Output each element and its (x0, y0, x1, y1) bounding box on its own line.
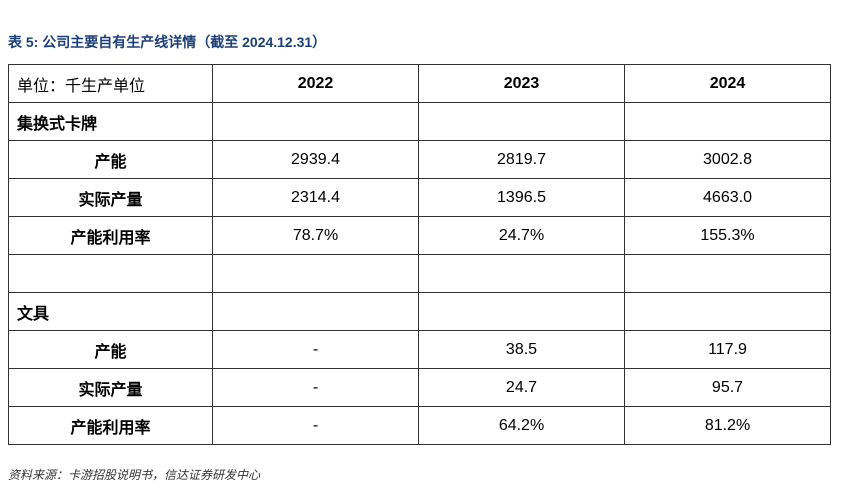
table-cell: 81.2% (624, 406, 831, 445)
table-cell: 2939.4 (212, 140, 419, 179)
capacity-table: 单位：千生产单位 2022 2023 2024 集换式卡牌 产能 2939.4 281… (8, 64, 831, 445)
header-year-2024: 2024 (624, 64, 831, 103)
table-cell: 24.7% (418, 216, 625, 255)
header-year-2023: 2023 (418, 64, 625, 103)
row-label: 产能 (8, 140, 213, 179)
table-cell: 78.7% (212, 216, 419, 255)
table-cell (624, 292, 831, 331)
source-note: 资料来源：卡游招股说明书，信达证券研发中心 (8, 468, 261, 482)
table-body: 集换式卡牌 产能 2939.4 2819.7 3002.8 实际产量 2314.4 1396.… (8, 102, 831, 445)
table-cell: 64.2% (418, 406, 625, 445)
table-cell: 117.9 (624, 330, 831, 369)
table-cell: 2314.4 (212, 178, 419, 217)
section-label: 文具 (8, 292, 213, 331)
table-cell: 155.3% (624, 216, 831, 255)
table-row: 实际产量 2314.4 1396.5 4663.0 (8, 178, 831, 217)
table-cell: 24.7 (418, 368, 625, 407)
table-cell: - (212, 406, 419, 445)
row-label: 实际产量 (8, 178, 213, 217)
table-row: 产能 -38.5 117.9 (8, 330, 831, 369)
table-cell (418, 254, 625, 293)
table-row (8, 254, 831, 293)
table-row: 产能利用率 -64.2% 81.2% (8, 406, 831, 445)
table-cell: 1396.5 (418, 178, 625, 217)
table-cell: 4663.0 (624, 178, 831, 217)
table-header-row: 单位：千生产单位 2022 2023 2024 (8, 64, 831, 103)
row-label: 产能利用率 (8, 216, 213, 255)
table-cell: - (212, 368, 419, 407)
table-cell (212, 254, 419, 293)
table-row: 产能利用率 78.7% 24.7% 155.3% (8, 216, 831, 255)
row-label: 产能利用率 (8, 406, 213, 445)
table-cell (418, 102, 625, 141)
table-cell: 95.7 (624, 368, 831, 407)
table-cell (624, 102, 831, 141)
row-label: 产能 (8, 330, 213, 369)
section-label (8, 254, 213, 293)
table-row: 实际产量 -24.7 95.7 (8, 368, 831, 407)
table-row: 产能 2939.4 2819.7 3002.8 (8, 140, 831, 179)
header-year-2022: 2022 (212, 64, 419, 103)
table-cell (418, 292, 625, 331)
table-cell: 38.5 (418, 330, 625, 369)
table-cell: 2819.7 (418, 140, 625, 179)
table-row: 集换式卡牌 (8, 102, 831, 141)
table-caption: 表 5: 公司主要自有生产线详情（截至 2024.12.31） (8, 34, 327, 50)
table-cell (212, 102, 419, 141)
header-unit: 单位：千生产单位 (8, 64, 213, 103)
table-cell: - (212, 330, 419, 369)
table-cell: 3002.8 (624, 140, 831, 179)
table-row: 文具 (8, 292, 831, 331)
row-label: 实际产量 (8, 368, 213, 407)
table-cell (212, 292, 419, 331)
table-cell (624, 254, 831, 293)
section-label: 集换式卡牌 (8, 102, 213, 141)
